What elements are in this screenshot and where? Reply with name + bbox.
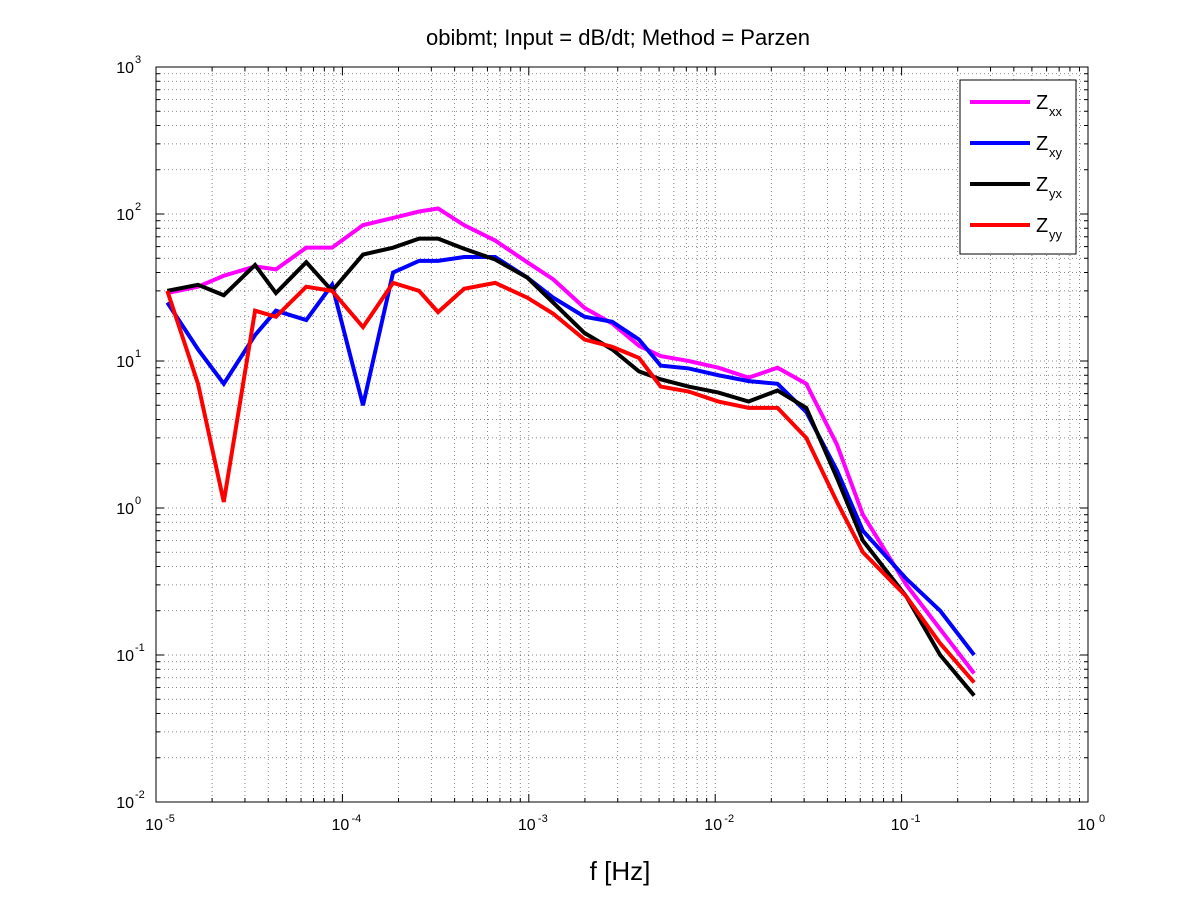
- x-tick-label: 10 -3: [518, 813, 548, 834]
- tick-labels: 10 -5 10 -4 10 -3 10 -2 10 -1 10 010 -210 -110 010 110 2…: [116, 54, 1105, 834]
- legend-label-yx: Z: [1036, 174, 1048, 196]
- x-tick-exponent: 0: [1099, 813, 1105, 825]
- y-tick-label: 10 0: [116, 495, 141, 518]
- y-tick-exponent: 3: [135, 54, 141, 66]
- legend-subscript-yy: yy: [1049, 227, 1063, 242]
- x-tick-label: 10 -5: [145, 813, 175, 834]
- y-tick-exponent: 0: [135, 495, 141, 507]
- legend-subscript-xy: xy: [1049, 145, 1063, 160]
- x-tick-exponent: -1: [911, 813, 921, 825]
- y-tick-exponent: -2: [135, 789, 145, 801]
- plot-frame: [155, 66, 1089, 803]
- x-tick-label: 10 -1: [891, 813, 921, 834]
- x-tick-label: 10 -2: [704, 813, 734, 834]
- y-tick-base: 10: [116, 648, 134, 665]
- y-tick-exponent: -1: [135, 642, 145, 654]
- x-tick-exponent: -4: [352, 813, 362, 825]
- x-tick-base: 10: [704, 817, 722, 834]
- x-tick-base: 10: [1077, 817, 1095, 834]
- legend-label-xy: Z: [1036, 133, 1048, 155]
- x-tick-base: 10: [891, 817, 909, 834]
- legend-label-yy: Z: [1036, 215, 1048, 237]
- legend-subscript-xx: xx: [1049, 104, 1063, 119]
- y-tick-label: 10 1: [116, 348, 141, 371]
- axes-frame: [155, 66, 1089, 803]
- y-tick-base: 10: [116, 207, 134, 224]
- grid: [155, 66, 1089, 803]
- y-tick-exponent: 2: [135, 201, 141, 213]
- x-tick-base: 10: [518, 817, 536, 834]
- x-tick-label: 10 0: [1077, 813, 1105, 834]
- y-tick-base: 10: [116, 501, 134, 518]
- series-lines: [165, 206, 976, 697]
- x-tick-base: 10: [145, 817, 163, 834]
- x-tick-exponent: -5: [165, 813, 175, 825]
- x-tick-label: 10 -4: [332, 813, 362, 834]
- x-tick-base: 10: [332, 817, 350, 834]
- x-tick-exponent: -2: [724, 813, 734, 825]
- y-tick-label: 10 3: [116, 54, 141, 77]
- y-tick-base: 10: [116, 60, 134, 77]
- y-tick-base: 10: [116, 795, 134, 812]
- x-tick-exponent: -3: [538, 813, 548, 825]
- y-tick-label: 10 -1: [116, 642, 145, 665]
- legend-label-xx: Z: [1036, 92, 1048, 114]
- y-tick-label: 10 -2: [116, 789, 145, 812]
- y-tick-label: 10 2: [116, 201, 141, 224]
- legend-subscript-yx: yx: [1049, 186, 1063, 201]
- y-tick-base: 10: [116, 354, 134, 371]
- y-tick-exponent: 1: [135, 348, 141, 360]
- x-axis-label: f [Hz]: [590, 856, 651, 886]
- chart-title: obibmt; Input = dB/dt; Method = Parzen: [426, 25, 810, 50]
